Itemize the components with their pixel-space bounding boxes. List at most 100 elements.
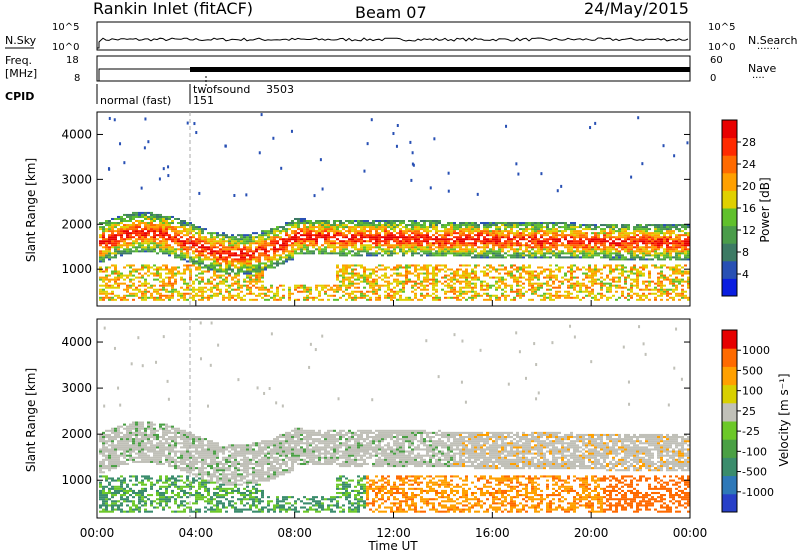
heatmap-cell bbox=[303, 224, 306, 227]
heatmap-cell bbox=[537, 250, 540, 253]
heatmap-cell bbox=[231, 264, 234, 267]
heatmap-cell bbox=[597, 278, 600, 281]
heatmap-cell bbox=[366, 250, 369, 253]
heatmap-cell bbox=[222, 268, 225, 271]
heatmap-cell bbox=[357, 286, 360, 289]
heatmap-cell bbox=[318, 246, 321, 249]
heatmap-cell bbox=[144, 217, 147, 221]
heatmap-cell bbox=[630, 286, 633, 289]
heatmap-cell bbox=[102, 475, 105, 478]
heatmap-cell bbox=[273, 248, 276, 251]
heatmap-cell bbox=[483, 242, 486, 245]
heatmap-cell bbox=[372, 278, 375, 281]
heatmap-cell bbox=[321, 250, 324, 253]
heatmap-cell bbox=[246, 270, 249, 273]
heatmap-cell bbox=[435, 226, 438, 229]
heatmap-cell bbox=[411, 222, 414, 225]
heatmap-cell bbox=[369, 296, 372, 299]
heatmap-cell bbox=[120, 217, 123, 221]
heatmap-cell bbox=[108, 238, 111, 241]
heatmap-cell bbox=[546, 234, 549, 237]
heatmap-cell bbox=[453, 292, 456, 295]
heatmap-cell bbox=[537, 282, 540, 285]
heatmap-cell bbox=[132, 294, 135, 297]
heatmap-cell bbox=[135, 240, 138, 243]
heatmap-cell bbox=[645, 254, 648, 257]
heatmap-cell bbox=[654, 256, 657, 259]
heatmap-cell bbox=[240, 238, 243, 241]
heatmap-cell bbox=[201, 260, 204, 263]
heatmap-cell bbox=[615, 248, 618, 251]
heatmap-cell bbox=[375, 274, 378, 277]
heatmap-cell bbox=[543, 242, 546, 245]
heatmap-cell bbox=[483, 270, 486, 273]
heatmap-cell bbox=[639, 256, 642, 259]
heatmap-cell bbox=[369, 230, 372, 233]
heatmap-cell bbox=[441, 238, 444, 241]
heatmap-cell bbox=[276, 260, 279, 263]
heatmap-cell bbox=[429, 220, 432, 223]
heatmap-cell bbox=[201, 298, 204, 301]
heatmap-cell bbox=[633, 242, 636, 245]
heatmap-cell bbox=[297, 286, 300, 289]
heatmap-cell bbox=[639, 266, 642, 269]
heatmap-cell bbox=[657, 272, 660, 275]
heatmap-cell bbox=[171, 230, 174, 233]
heatmap-cell bbox=[225, 284, 228, 287]
heatmap-cell bbox=[285, 260, 288, 263]
heatmap-cell bbox=[306, 240, 309, 243]
heatmap-cell bbox=[663, 226, 666, 229]
heatmap-cell bbox=[459, 294, 462, 297]
heatmap-cell bbox=[636, 224, 639, 227]
heatmap-cell bbox=[255, 272, 258, 275]
heatmap-cell bbox=[525, 230, 528, 233]
heatmap-cell bbox=[435, 224, 438, 227]
heatmap-cell bbox=[510, 226, 513, 229]
heatmap-cell bbox=[444, 224, 447, 227]
power-ylabel: Slant Range [km] bbox=[24, 158, 38, 262]
heatmap-cell bbox=[477, 226, 480, 229]
heatmap-cell bbox=[222, 248, 225, 251]
heatmap-cell bbox=[360, 228, 363, 231]
heatmap-cell bbox=[558, 294, 561, 297]
heatmap-cell bbox=[228, 264, 231, 267]
heatmap-cell bbox=[465, 254, 468, 257]
heatmap-cell bbox=[291, 224, 294, 227]
heatmap-cell bbox=[114, 431, 117, 434]
heatmap-cell bbox=[420, 266, 423, 269]
heatmap-cell bbox=[441, 264, 444, 267]
heatmap-cell bbox=[360, 266, 363, 269]
heatmap-cell bbox=[309, 236, 312, 239]
heatmap-cell bbox=[330, 236, 333, 239]
heatmap-cell bbox=[210, 254, 213, 257]
heatmap-cell bbox=[138, 220, 141, 223]
heatmap-cell bbox=[609, 252, 612, 255]
heatmap-cell bbox=[141, 230, 144, 233]
heatmap-cell bbox=[414, 268, 417, 271]
heatmap-cell bbox=[378, 246, 381, 249]
heatmap-cell bbox=[174, 217, 177, 221]
heatmap-cell bbox=[249, 290, 252, 293]
heatmap-cell bbox=[486, 264, 489, 267]
heatmap-cell bbox=[252, 268, 255, 271]
heatmap-cell bbox=[432, 276, 435, 279]
heatmap-cell bbox=[498, 248, 501, 251]
heatmap-cell bbox=[309, 296, 312, 299]
heatmap-cell bbox=[375, 254, 378, 257]
heatmap-cell bbox=[501, 294, 504, 297]
heatmap-cell bbox=[423, 276, 426, 279]
heatmap-cell bbox=[507, 244, 510, 247]
heatmap-cell bbox=[585, 226, 588, 229]
heatmap-cell bbox=[102, 498, 105, 501]
heatmap-cell bbox=[372, 292, 375, 295]
heatmap-cell bbox=[300, 290, 303, 293]
heatmap-cell bbox=[378, 240, 381, 243]
heatmap-cell bbox=[333, 226, 336, 229]
heatmap-cell bbox=[573, 288, 576, 291]
heatmap-cell bbox=[672, 268, 675, 271]
heatmap-cell bbox=[468, 282, 471, 285]
heatmap-cell bbox=[663, 234, 666, 237]
heatmap-cell bbox=[657, 276, 660, 279]
heatmap-cell bbox=[177, 294, 180, 297]
heatmap-cell bbox=[600, 248, 603, 251]
